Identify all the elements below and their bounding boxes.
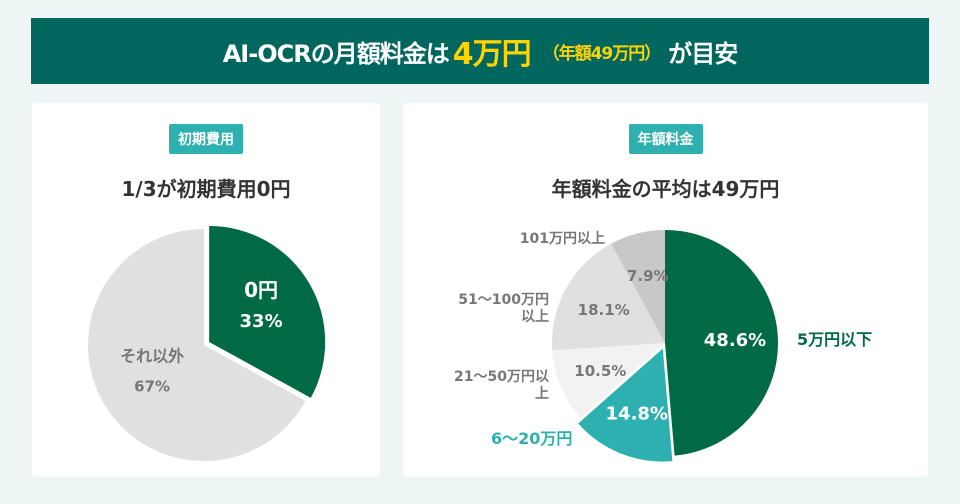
pie-slice (209, 225, 326, 398)
pie-category-label: 0円 (244, 278, 278, 302)
pie-value-label: 14.8% (606, 404, 668, 425)
banner-sub: （年額49万円） (542, 43, 662, 64)
initial-cost-pie: 33% 0円 67% それ以外 (88, 225, 326, 461)
pie-slice (611, 230, 665, 343)
pie-slice (665, 230, 779, 456)
panel-tag: 年額料金 (628, 124, 703, 154)
panel-title: 年額料金の平均は49万円 (551, 177, 780, 201)
title-banner: AI-OCRの月額料金は 4万円 （年額49万円） が目安 (31, 18, 929, 84)
pie-category-label: それ以外 (120, 347, 184, 366)
pie-value-label: 33% (240, 311, 283, 332)
pie-value-label: 18.1% (578, 301, 630, 319)
panel-tag: 初期費用 (169, 124, 243, 154)
banner-highlight: 4万円 (452, 37, 532, 72)
pie-slice (88, 229, 306, 461)
legend-label-21-50: 21〜50万円以上 (454, 369, 549, 402)
banner-post: が目安 (668, 39, 738, 68)
legend-label-51-100: 51〜100万円以上 (458, 292, 549, 325)
pie-value-label: 7.9% (627, 267, 669, 285)
panel-title: 1/3が初期費用0円 (121, 177, 291, 201)
pie-slice (552, 243, 665, 351)
annual-cost-pie: 48.6% 14.8% 10.5% 18.1% 7.9% (552, 230, 779, 462)
legend-label-6-20: 6〜20万円 (491, 429, 573, 448)
pie-value-label: 67% (134, 378, 170, 396)
pie-slice (552, 343, 665, 418)
initial-cost-panel: 33% 0円 67% それ以外 初期費用 1/3が初期費用0円 (32, 103, 380, 477)
pie-slice (578, 348, 673, 462)
annual-cost-panel: 48.6% 14.8% 10.5% 18.1% 7.9% 年額料金 年額料金の平均は49… (403, 103, 928, 477)
legend-label-under-5: 5万円以下 (797, 330, 873, 349)
banner-pre: AI-OCRの月額料金は (222, 39, 450, 68)
legend-label-101: 101万円以上 (519, 231, 605, 247)
pie-value-label: 10.5% (574, 362, 626, 380)
pie-value-label: 48.6% (704, 330, 766, 351)
